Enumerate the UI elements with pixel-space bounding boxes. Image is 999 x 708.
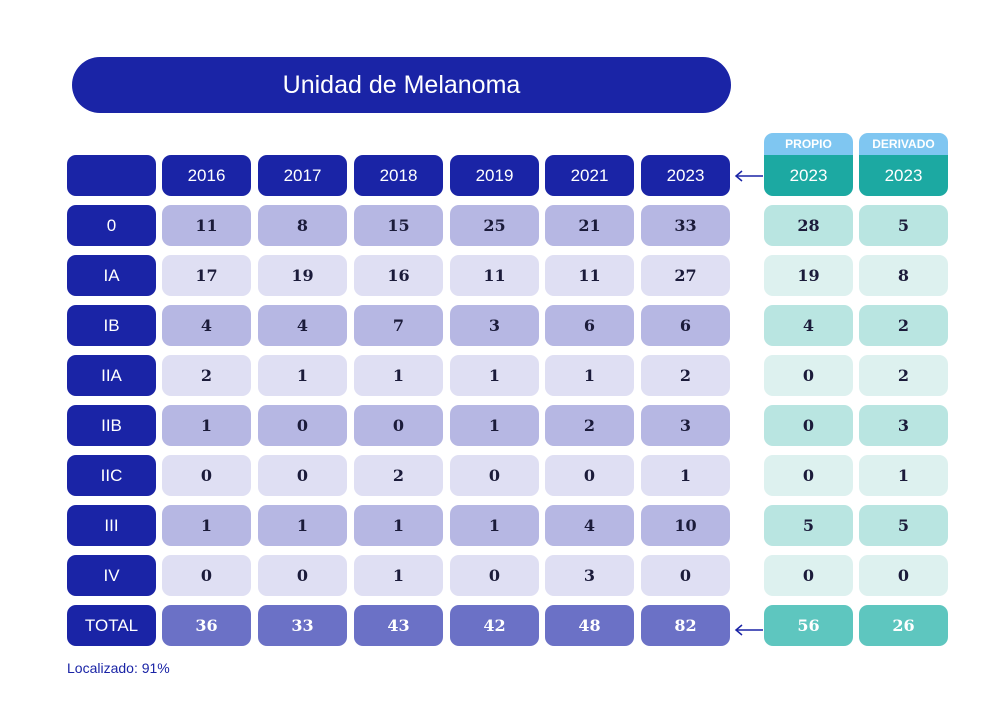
data-cell: 33: [641, 205, 730, 246]
column-header-2016: 2016: [162, 155, 251, 196]
column-header-2017: 2017: [258, 155, 347, 196]
data-cell: 0: [258, 405, 347, 446]
data-cell: 17: [162, 255, 251, 296]
breakdown-cell: 0: [764, 405, 853, 446]
data-cell: 11: [545, 255, 634, 296]
page-title: Unidad de Melanoma: [72, 57, 731, 113]
breakdown-header-propio: PROPIO: [764, 133, 853, 155]
data-cell: 33: [258, 605, 347, 646]
data-cell: 0: [162, 555, 251, 596]
data-cell: 0: [258, 455, 347, 496]
data-cell: 82: [641, 605, 730, 646]
data-cell: 16: [354, 255, 443, 296]
data-cell: 1: [354, 555, 443, 596]
breakdown-cell: 19: [764, 255, 853, 296]
row-label-iia: IIA: [67, 355, 156, 396]
breakdown-cell: 3: [859, 405, 948, 446]
row-label-iic: IIC: [67, 455, 156, 496]
column-header-2023: 2023: [641, 155, 730, 196]
data-cell: 0: [258, 555, 347, 596]
data-cell: 1: [545, 355, 634, 396]
data-cell: 3: [641, 405, 730, 446]
row-label-iib: IIB: [67, 405, 156, 446]
data-cell: 27: [641, 255, 730, 296]
breakdown-header-derivado: DERIVADO: [859, 133, 948, 155]
data-cell: 25: [450, 205, 539, 246]
row-label-iv: IV: [67, 555, 156, 596]
data-cell: 3: [545, 555, 634, 596]
row-label-ia: IA: [67, 255, 156, 296]
data-cell: 2: [162, 355, 251, 396]
breakdown-cell: 2: [859, 355, 948, 396]
data-cell: 11: [450, 255, 539, 296]
data-cell: 21: [545, 205, 634, 246]
data-cell: 0: [450, 455, 539, 496]
footnote: Localizado: 91%: [67, 660, 170, 676]
breakdown-cell: 0: [764, 455, 853, 496]
data-cell: 6: [545, 305, 634, 346]
breakdown-cell: 0: [859, 555, 948, 596]
data-cell: 15: [354, 205, 443, 246]
row-label-iii: III: [67, 505, 156, 546]
data-cell: 1: [450, 405, 539, 446]
breakdown-cell: 4: [764, 305, 853, 346]
data-cell: 4: [258, 305, 347, 346]
column-header-2019: 2019: [450, 155, 539, 196]
data-cell: 0: [354, 405, 443, 446]
data-cell: 0: [450, 555, 539, 596]
data-cell: 1: [450, 505, 539, 546]
column-header-2018: 2018: [354, 155, 443, 196]
row-label-total: TOTAL: [67, 605, 156, 646]
row-label-0: 0: [67, 205, 156, 246]
breakdown-cell: 5: [859, 205, 948, 246]
data-cell: 3: [450, 305, 539, 346]
breakdown-cell: 56: [764, 605, 853, 646]
data-cell: 2: [354, 455, 443, 496]
data-cell: 42: [450, 605, 539, 646]
data-cell: 1: [258, 355, 347, 396]
arrow-header-icon: [734, 170, 763, 182]
data-cell: 1: [354, 355, 443, 396]
data-cell: 1: [354, 505, 443, 546]
breakdown-cell: 1: [859, 455, 948, 496]
breakdown-cell: 28: [764, 205, 853, 246]
data-cell: 7: [354, 305, 443, 346]
data-cell: 1: [258, 505, 347, 546]
data-cell: 6: [641, 305, 730, 346]
column-header-2021: 2021: [545, 155, 634, 196]
breakdown-cell: 5: [764, 505, 853, 546]
data-cell: 0: [162, 455, 251, 496]
breakdown-cell: 5: [859, 505, 948, 546]
data-cell: 19: [258, 255, 347, 296]
header-corner: [67, 155, 156, 196]
data-cell: 36: [162, 605, 251, 646]
data-cell: 4: [545, 505, 634, 546]
data-cell: 8: [258, 205, 347, 246]
data-cell: 1: [162, 405, 251, 446]
breakdown-year-propio: 2023: [764, 155, 853, 196]
data-cell: 1: [450, 355, 539, 396]
data-cell: 43: [354, 605, 443, 646]
breakdown-cell: 0: [764, 355, 853, 396]
data-cell: 2: [641, 355, 730, 396]
data-cell: 11: [162, 205, 251, 246]
data-cell: 4: [162, 305, 251, 346]
data-cell: 0: [641, 555, 730, 596]
data-cell: 10: [641, 505, 730, 546]
data-cell: 0: [545, 455, 634, 496]
data-cell: 1: [641, 455, 730, 496]
breakdown-cell: 0: [764, 555, 853, 596]
data-cell: 48: [545, 605, 634, 646]
breakdown-cell: 2: [859, 305, 948, 346]
row-label-ib: IB: [67, 305, 156, 346]
breakdown-year-derivado: 2023: [859, 155, 948, 196]
breakdown-cell: 8: [859, 255, 948, 296]
data-cell: 2: [545, 405, 634, 446]
arrow-total-icon: [734, 624, 763, 636]
data-cell: 1: [162, 505, 251, 546]
breakdown-cell: 26: [859, 605, 948, 646]
